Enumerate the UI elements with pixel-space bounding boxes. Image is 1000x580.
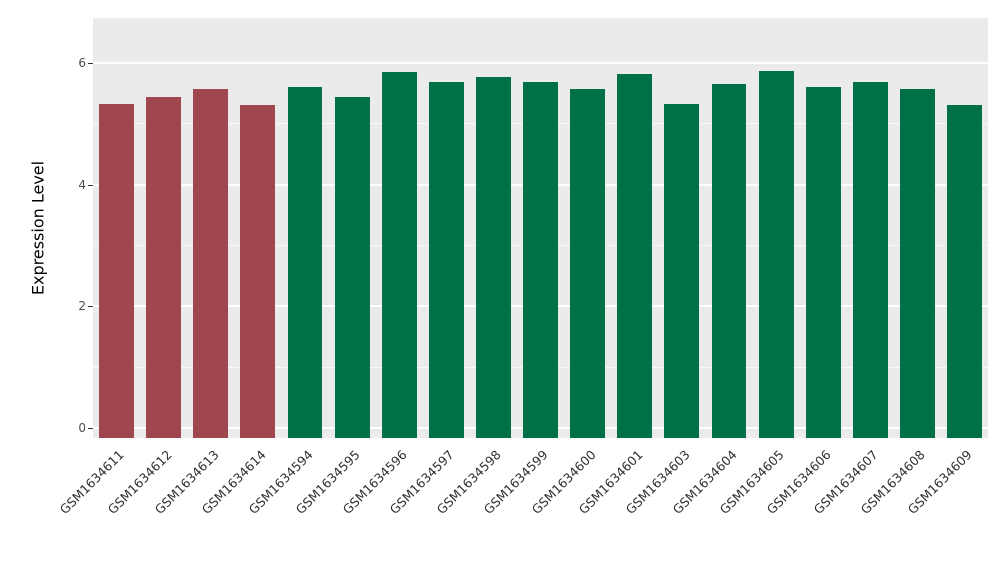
bar xyxy=(664,104,700,438)
bar-slot xyxy=(329,18,376,438)
bar-slot xyxy=(93,18,140,438)
bar-slot xyxy=(658,18,705,438)
bar-slot xyxy=(847,18,894,438)
bar-slot xyxy=(423,18,470,438)
bar xyxy=(381,72,417,438)
y-tick-label: 0 xyxy=(78,421,86,435)
plot-panel xyxy=(93,18,988,438)
bar xyxy=(193,89,229,438)
bar-slot xyxy=(611,18,658,438)
bar xyxy=(99,104,134,438)
bar-slot xyxy=(376,18,423,438)
x-axis: GSM1634611 GSM1634612 GSM1634613 GSM1634614… xyxy=(57,441,988,571)
bar xyxy=(146,97,182,438)
bar-slot xyxy=(517,18,564,438)
bar xyxy=(334,97,370,438)
bar xyxy=(899,89,935,438)
bar xyxy=(617,73,653,438)
bar-slot xyxy=(281,18,328,438)
bar xyxy=(758,70,794,438)
bar xyxy=(711,84,747,438)
bar xyxy=(240,104,276,438)
y-axis: 0 2 4 6 xyxy=(0,18,86,438)
y-tick-label: 2 xyxy=(78,299,86,314)
bar-slot xyxy=(800,18,847,438)
bar-slot xyxy=(187,18,234,438)
y-tick-label: 6 xyxy=(78,56,86,70)
gridline-major xyxy=(93,62,988,64)
bar-slot xyxy=(753,18,800,438)
bar xyxy=(428,82,464,438)
y-tick-mark xyxy=(88,306,93,308)
y-tick-mark xyxy=(88,184,93,186)
y-tick-label: 4 xyxy=(78,177,86,192)
bar-slot xyxy=(140,18,187,438)
bar xyxy=(852,82,888,438)
bar-slot xyxy=(564,18,611,438)
bar xyxy=(523,81,558,438)
bar xyxy=(287,87,323,438)
y-tick-mark xyxy=(88,63,93,64)
bar xyxy=(570,88,606,438)
bar-slot xyxy=(705,18,752,438)
bar xyxy=(476,77,511,438)
y-tick-mark xyxy=(88,428,93,429)
bar xyxy=(947,104,982,438)
bars-container xyxy=(93,18,988,438)
bar-slot xyxy=(941,18,988,438)
bar-slot xyxy=(894,18,941,438)
bar-slot xyxy=(234,18,281,438)
bar-slot xyxy=(470,18,517,438)
bar xyxy=(805,87,841,438)
